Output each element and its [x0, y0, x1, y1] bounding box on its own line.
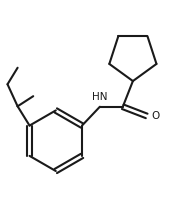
Text: HN: HN — [92, 92, 108, 102]
Text: O: O — [151, 111, 159, 121]
